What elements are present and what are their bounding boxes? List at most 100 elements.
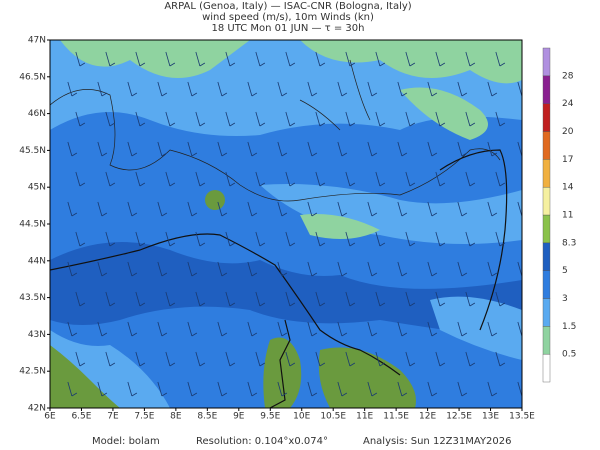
wind-barb-flag bbox=[281, 212, 288, 217]
wind-barb-flag bbox=[409, 122, 416, 127]
wind-barb bbox=[337, 261, 343, 277]
wind-barb-flag bbox=[161, 272, 168, 277]
wind-barb-flag bbox=[199, 62, 206, 67]
wind-barb bbox=[345, 111, 351, 127]
wind-barb-flag bbox=[289, 122, 296, 127]
footer-analysis: Analysis: Sun 12Z31MAY2026 bbox=[363, 436, 512, 447]
wind-barb bbox=[225, 171, 231, 187]
wind-barb bbox=[277, 141, 283, 157]
wind-barb-flag bbox=[469, 122, 476, 127]
lon-label: 7.5E bbox=[134, 412, 154, 422]
wind-barb-flag bbox=[409, 242, 416, 247]
wind-barb-flag bbox=[251, 332, 258, 337]
wind-barb bbox=[157, 81, 163, 97]
wind-barb-flag bbox=[79, 362, 86, 367]
wind-barb bbox=[97, 261, 103, 277]
lon-label: 10E bbox=[293, 412, 310, 422]
wind-barb bbox=[127, 261, 133, 277]
wind-barb-flag bbox=[259, 122, 266, 127]
wind-barb bbox=[217, 381, 223, 397]
wind-barb-flag bbox=[371, 272, 378, 277]
wind-barb bbox=[427, 321, 433, 337]
wind-barb bbox=[187, 381, 193, 397]
wind-barb-flag bbox=[319, 182, 326, 187]
wind-barb-flag bbox=[401, 92, 408, 97]
wind-barb-flag bbox=[71, 392, 78, 397]
wind-barb-flag bbox=[131, 272, 138, 277]
lat-label: 42N bbox=[28, 404, 46, 414]
wind-barb-flag bbox=[161, 92, 168, 97]
wind-barb bbox=[105, 171, 111, 187]
colorbar-label: 5 bbox=[562, 266, 568, 276]
wind-barb bbox=[427, 141, 433, 157]
wind-barb bbox=[345, 51, 351, 67]
wind-barb bbox=[127, 81, 133, 97]
wind-barb-flag bbox=[469, 242, 476, 247]
wind-barb-flag bbox=[461, 392, 468, 397]
wind-barb bbox=[427, 81, 433, 97]
wind-barb-flag bbox=[439, 302, 446, 307]
colorbar-segment bbox=[542, 270, 551, 299]
lon-label: 11.5E bbox=[383, 412, 409, 422]
wind-barb-flag bbox=[229, 302, 236, 307]
wind-barb-flag bbox=[251, 272, 258, 277]
lat-label: 46N bbox=[28, 109, 46, 119]
wind-barb-flag bbox=[199, 362, 206, 367]
wind-barb bbox=[135, 111, 141, 127]
wind-barb-flag bbox=[530, 243, 535, 246]
footer-model: Model: bolam bbox=[92, 436, 160, 447]
wind-barb-flag bbox=[469, 302, 476, 307]
wind-barb-flag bbox=[251, 92, 258, 97]
colorbar-segment bbox=[542, 103, 551, 132]
wind-barb bbox=[487, 261, 493, 277]
wind-barb bbox=[255, 231, 261, 247]
lon-label: 12.5E bbox=[446, 412, 472, 422]
lon-label: 11E bbox=[356, 412, 373, 422]
wind-barb-flag bbox=[439, 122, 446, 127]
wind-barb-flag bbox=[169, 302, 176, 307]
wind-barb-flag bbox=[281, 392, 288, 397]
wind-barb bbox=[465, 231, 471, 247]
wind-barb bbox=[127, 141, 133, 157]
wind-barb bbox=[315, 51, 321, 67]
wind-barb-flag bbox=[169, 242, 176, 247]
wind-barb bbox=[427, 261, 433, 277]
wind-barb-flag bbox=[371, 212, 378, 217]
wind-barb-flag bbox=[289, 62, 296, 67]
colorbar-label: 20 bbox=[562, 127, 574, 137]
wind-barb bbox=[375, 291, 381, 307]
wind-barb bbox=[285, 351, 291, 367]
wind-barb bbox=[247, 201, 253, 217]
wind-barb-flag bbox=[341, 212, 348, 217]
wind-barb bbox=[225, 111, 231, 127]
wind-barb-flag bbox=[79, 302, 86, 307]
colorbar-segment bbox=[542, 186, 551, 216]
wind-barb-flag bbox=[79, 122, 86, 127]
wind-barb bbox=[427, 381, 433, 397]
wind-barb bbox=[165, 111, 171, 127]
wind-barb-flag bbox=[281, 92, 288, 97]
wind-barb bbox=[277, 381, 283, 397]
lat-label: 45N bbox=[28, 183, 46, 193]
wind-barb bbox=[487, 201, 493, 217]
wind-barb bbox=[337, 81, 343, 97]
wind-barb-flag bbox=[251, 212, 258, 217]
wind-barb bbox=[457, 381, 463, 397]
wind-barb-flag bbox=[221, 392, 228, 397]
wind-barb bbox=[105, 231, 111, 247]
lat-label: 44.5N bbox=[19, 220, 46, 230]
wind-barb bbox=[405, 291, 411, 307]
wind-barb bbox=[285, 171, 291, 187]
wind-barb-flag bbox=[439, 62, 446, 67]
wind-barb-flag bbox=[401, 152, 408, 157]
wind-barb bbox=[75, 231, 81, 247]
wind-barb-flag bbox=[251, 152, 258, 157]
wind-barb bbox=[517, 261, 522, 277]
wind-barb bbox=[247, 321, 253, 337]
wind-barb-flag bbox=[109, 362, 116, 367]
wind-barb bbox=[75, 111, 81, 127]
wind-barb bbox=[487, 141, 493, 157]
wind-barb-flag bbox=[259, 182, 266, 187]
wind-barb-flag bbox=[341, 152, 348, 157]
wind-barb bbox=[187, 261, 193, 277]
